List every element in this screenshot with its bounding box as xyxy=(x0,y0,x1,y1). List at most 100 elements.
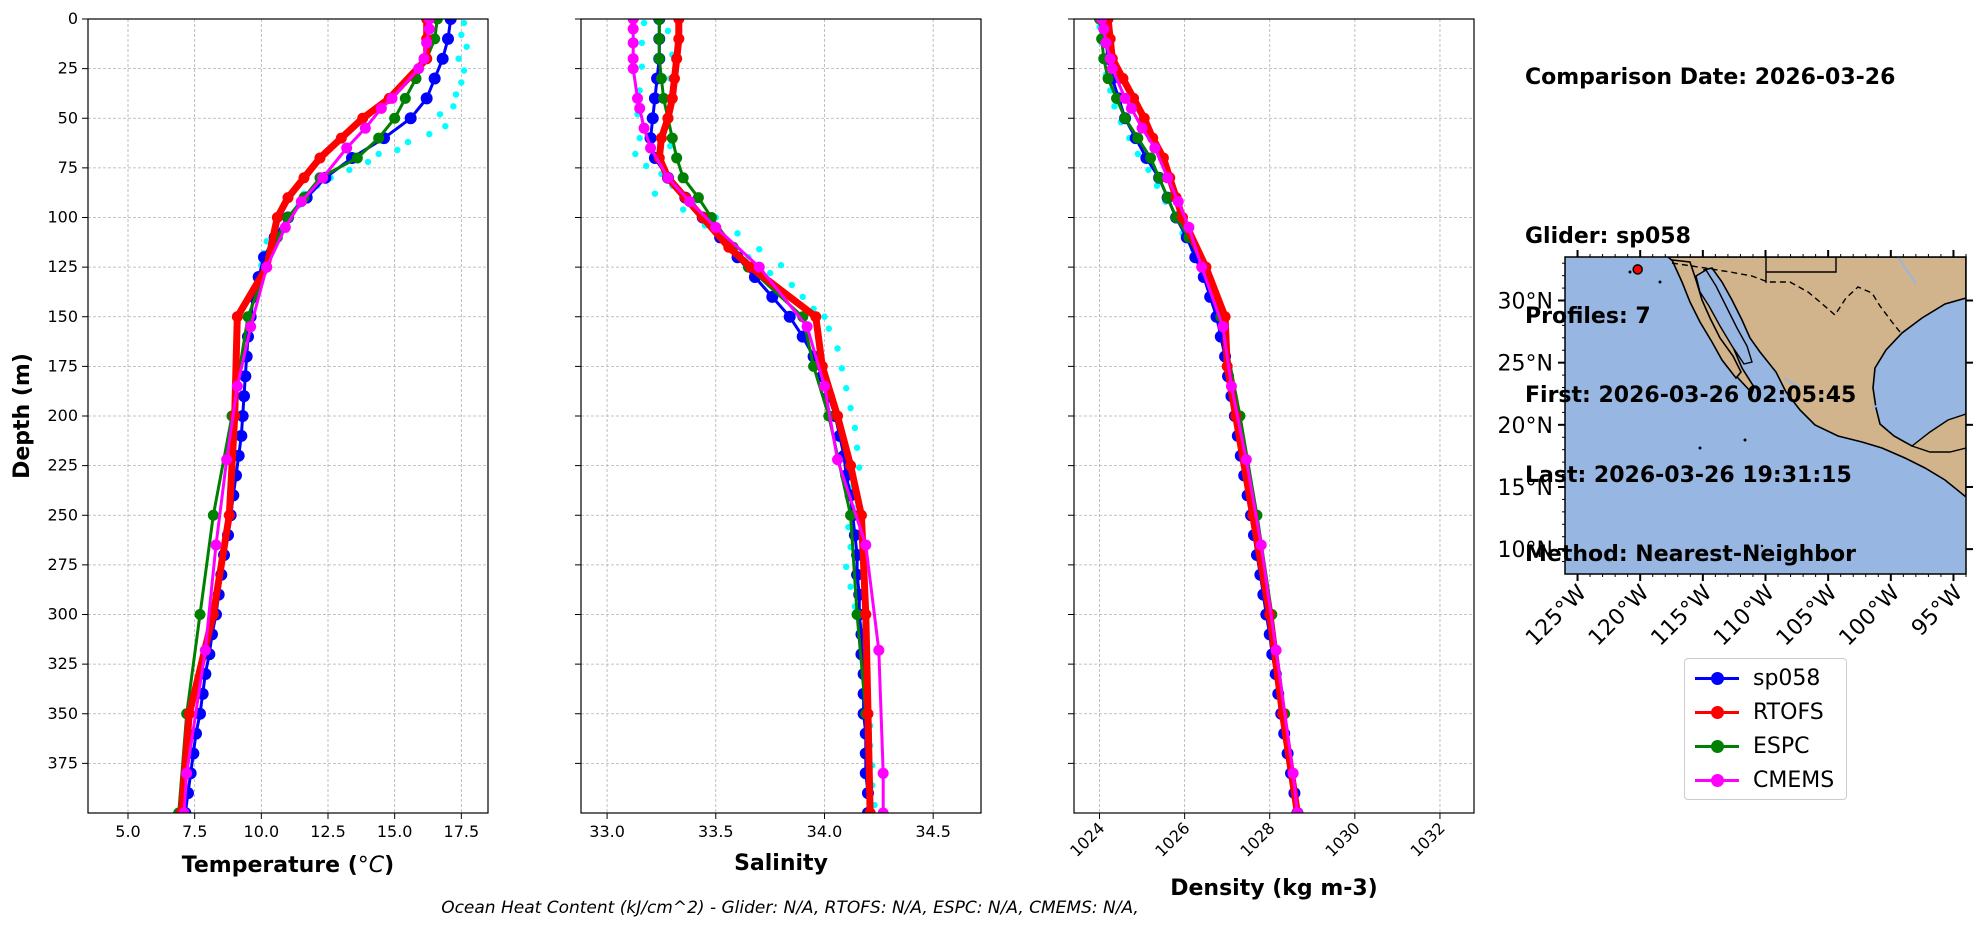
salinity-espc-point xyxy=(851,609,863,620)
salinity-cmems-point xyxy=(662,172,674,184)
density-cmems-point xyxy=(1162,172,1174,184)
temperature-cmems-point xyxy=(178,807,190,813)
temperature-cmems-point xyxy=(279,221,291,233)
temperature-sp058-profiles-point xyxy=(455,55,462,62)
temperature-x-tick-label: 15.0 xyxy=(377,822,413,841)
salinity-cmems-point xyxy=(801,321,813,333)
salinity-x-tick-label: 34.5 xyxy=(915,822,951,841)
salinity-rtofs-point xyxy=(860,609,872,620)
map-lat-label: 20°N xyxy=(1498,414,1553,439)
map-lat-label: 15°N xyxy=(1498,476,1553,501)
density-espc-point xyxy=(1162,192,1174,204)
salinity-rtofs-point xyxy=(673,19,685,25)
density-cmems-point xyxy=(1291,807,1303,813)
density-cmems-point xyxy=(1106,63,1118,75)
density-cmems-point xyxy=(1104,53,1116,65)
temperature-sp058-profiles-point xyxy=(463,43,470,50)
salinity-espc-point xyxy=(845,509,857,521)
salinity-cmems-point xyxy=(832,454,844,466)
depth-tick-label: 125 xyxy=(47,257,78,276)
temperature-espc-point xyxy=(351,152,363,164)
temperature-x-tick-label: 12.5 xyxy=(310,822,346,841)
salinity-sp058-profiles-point xyxy=(838,365,846,372)
legend-swatch-sp058 xyxy=(1691,663,1743,693)
density-espc-point xyxy=(1119,112,1131,124)
temperature-sp058-profiles-point xyxy=(346,166,353,174)
temperature-cmems-point xyxy=(181,767,193,779)
salinity-sp058-profiles-point xyxy=(638,63,646,70)
density-sp058-profiles-point xyxy=(1145,166,1152,174)
salinity-x-tick-label: 33.0 xyxy=(589,822,625,841)
salinity-sp058-point xyxy=(648,92,661,105)
salinity-cmems-point xyxy=(877,767,889,779)
temperature-cmems-point xyxy=(221,454,233,466)
state-border xyxy=(1765,257,1837,283)
depth-tick-label: 375 xyxy=(47,753,78,772)
salinity-sp058-profiles-point xyxy=(825,325,833,332)
temperature-sp058-profiles-point xyxy=(404,138,412,146)
salinity-cmems-point xyxy=(627,23,639,35)
depth-tick-label: 150 xyxy=(47,307,78,326)
salinity-cmems-point xyxy=(627,53,639,65)
salinity-x-tick-label: 34.0 xyxy=(807,822,843,841)
salinity-sp058-profiles-point xyxy=(734,230,741,237)
salinity-sp058-profiles-point xyxy=(834,345,841,352)
temperature-series xyxy=(173,19,470,813)
island-1 xyxy=(1628,270,1632,274)
temperature-sp058-profiles-point xyxy=(375,150,382,158)
island-5 xyxy=(1760,544,1764,548)
temperature-cmems-point xyxy=(245,321,257,333)
density-espc-point xyxy=(1145,152,1157,164)
legend-item-espc: ESPC xyxy=(1691,731,1810,761)
density-cmems-point xyxy=(1225,380,1237,392)
density-espc-point xyxy=(1111,92,1123,104)
temperature-ticks: 5.0 7.5 10.0 12.5 15.0 17.5 0 25 50 75 100 125 150 17… xyxy=(47,9,479,841)
density-rtofs-point xyxy=(1219,311,1231,323)
temperature-rtofs-point xyxy=(335,132,347,144)
density-cmems-point xyxy=(1119,92,1131,104)
salinity-espc-point xyxy=(653,53,665,65)
salinity-rtofs-point xyxy=(745,261,757,273)
salinity-sp058-point xyxy=(766,290,779,303)
depth-tick-label: 350 xyxy=(47,704,78,723)
salinity-espc-point xyxy=(692,192,704,204)
density-x-tick-label: 1032 xyxy=(1407,818,1449,860)
salinity-sp058-profiles-point xyxy=(777,261,785,269)
salinity-sp058-profiles-point xyxy=(664,27,672,35)
salinity-sp058-profiles-point xyxy=(847,404,854,412)
legend-swatch-rtofs xyxy=(1691,697,1743,727)
salinity-sp058-profiles-point xyxy=(856,464,863,471)
temperature-sp058-profiles-point xyxy=(450,103,457,110)
temperature-sp058-profiles-point xyxy=(263,238,270,245)
density-cmems-point xyxy=(1149,142,1161,154)
legend: sp058 RTOFS ESPC CMEMS xyxy=(1684,658,1847,800)
temperature-sp058-point xyxy=(235,429,248,442)
legend-label-sp058: sp058 xyxy=(1753,665,1821,691)
rivers xyxy=(1783,257,1917,411)
temperature-espc-point xyxy=(242,311,254,323)
temperature-x-tick-label: 17.5 xyxy=(444,822,480,841)
salinity-sp058-profiles-point xyxy=(851,424,859,432)
temperature-cmems-point xyxy=(261,261,273,273)
map-lon-label: 95°W xyxy=(1907,580,1968,641)
density-panel: 1024 1026 1028 1030 1032 Density (kg m-3) xyxy=(1066,18,1475,901)
temperature-x-tick-label: 5.0 xyxy=(115,822,140,841)
salinity-sp058-profiles-point xyxy=(843,385,850,392)
salinity-cmems-point xyxy=(710,221,722,233)
salinity-rtofs-point xyxy=(668,73,680,85)
depth-tick-label: 75 xyxy=(58,158,78,177)
profiles-count: Profiles: 7 xyxy=(1525,303,1651,329)
gulf-of-california xyxy=(1695,269,1753,365)
salinity-sp058-profiles-point xyxy=(766,269,774,277)
depth-tick-label: 225 xyxy=(47,456,78,475)
temperature-cmems-point xyxy=(375,102,387,114)
temperature-espc-point xyxy=(207,509,219,521)
salinity-rtofs-point xyxy=(655,132,667,144)
island-3 xyxy=(1698,446,1702,450)
first-time: First: 2026-03-26 02:05:45 xyxy=(1525,383,1857,408)
temperature-cmems-point xyxy=(210,539,222,551)
density-cmems-point xyxy=(1287,767,1299,779)
legend-label-rtofs: RTOFS xyxy=(1753,699,1824,725)
density-cmems-point xyxy=(1270,644,1282,656)
